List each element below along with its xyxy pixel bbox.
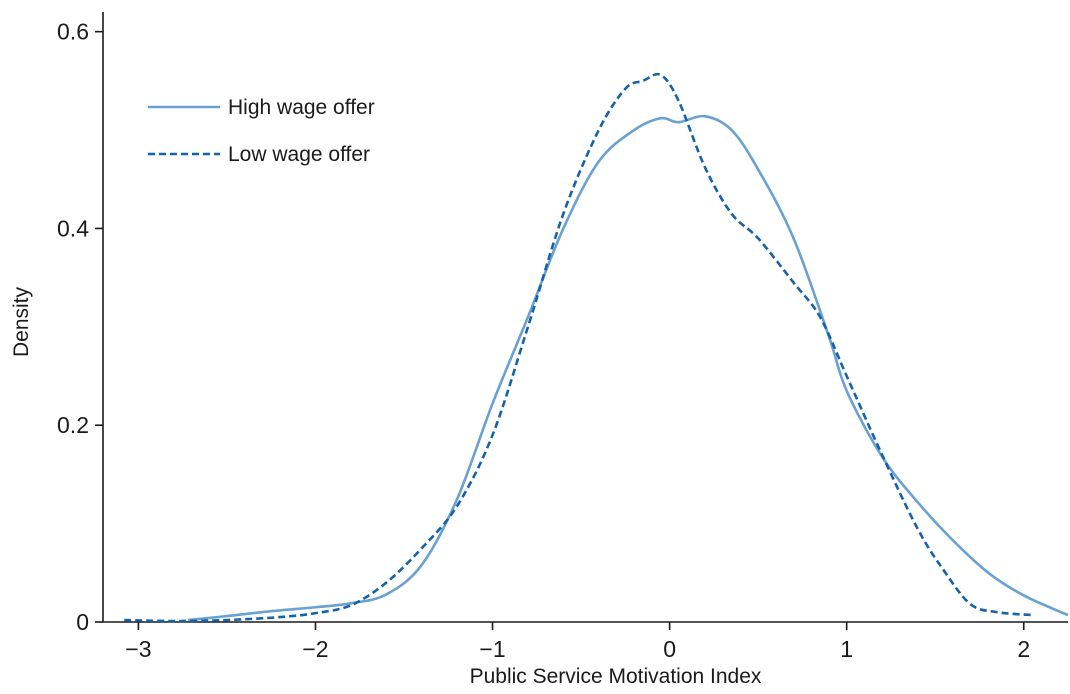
y-tick-label: 0.4 — [57, 215, 89, 241]
series-lines — [124, 72, 1069, 623]
x-tick-label: −1 — [479, 636, 505, 662]
legend-label: Low wage offer — [228, 143, 370, 166]
x-tick-label: 1 — [840, 636, 853, 662]
legend: High wage offer Low wage offer — [148, 96, 375, 166]
x-tick-label: −3 — [125, 636, 151, 662]
x-tick-label: 0 — [663, 636, 676, 662]
x-ticks: −3 −2 −1 0 1 2 — [125, 622, 1030, 662]
x-axis-label: Public Service Motivation Index — [470, 665, 762, 688]
x-tick-label: −2 — [302, 636, 328, 662]
x-tick-label: 2 — [1017, 636, 1030, 662]
y-tick-label: 0 — [76, 609, 89, 635]
y-ticks: 0 0.2 0.4 0.6 — [57, 19, 103, 635]
series-line-high-wage — [187, 114, 1069, 622]
y-tick-label: 0.6 — [57, 19, 89, 45]
y-tick-label: 0.2 — [57, 412, 89, 438]
y-axis-label: Density — [10, 286, 33, 357]
axes — [102, 12, 1068, 623]
legend-label: High wage offer — [228, 96, 375, 119]
series-line-low-wage — [124, 72, 1033, 623]
